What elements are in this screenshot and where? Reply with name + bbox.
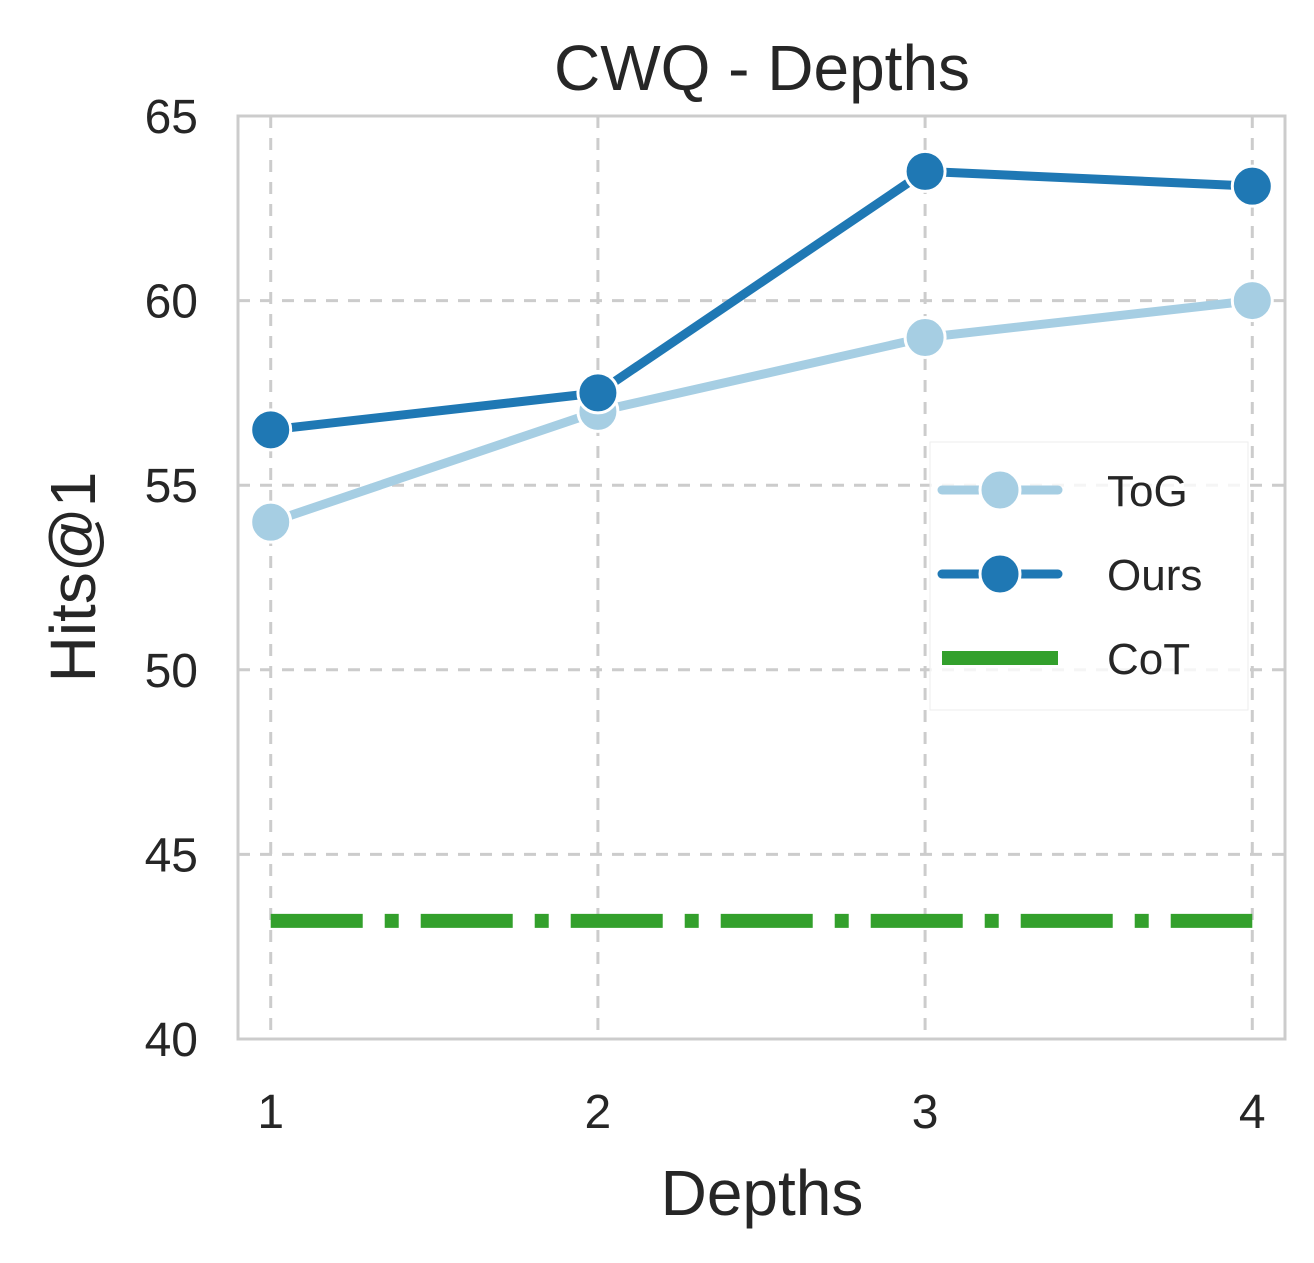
x-tick-label: 3 [912, 1086, 939, 1139]
y-tick-label: 50 [145, 645, 198, 698]
series-line-tog [266, 296, 1257, 527]
series-line-ours [266, 166, 1257, 435]
plot-frame [236, 114, 1287, 1041]
y-tick-label: 55 [145, 460, 198, 513]
data-point-tog [249, 500, 293, 544]
x-axis-label: Depths [661, 1157, 864, 1229]
data-point-tog [903, 316, 947, 360]
legend-marker-tog [978, 468, 1022, 512]
data-point-tog [1230, 279, 1274, 323]
legend-label-tog: ToG [1107, 467, 1188, 516]
data-point-ours [576, 371, 620, 415]
data-point-ours [249, 408, 293, 452]
y-tick-label: 60 [145, 276, 198, 329]
y-tick-label: 65 [145, 91, 198, 144]
data-point-ours [903, 149, 947, 193]
y-tick-label: 45 [145, 829, 198, 882]
legend-marker-ours [978, 552, 1022, 596]
x-tick-label: 2 [585, 1086, 612, 1139]
chart-title: CWQ - Depths [554, 32, 970, 104]
y-tick-label: 40 [145, 1014, 198, 1067]
data-point-ours [1230, 164, 1274, 208]
legend-label-ours: Ours [1107, 551, 1202, 600]
series-group [249, 149, 1274, 928]
tick-labels: 1 2 3 4 40 45 50 55 60 65 [145, 91, 1266, 1139]
x-tick-label: 4 [1239, 1086, 1266, 1139]
legend-label-cot: CoT [1107, 635, 1190, 684]
y-axis-label: Hits@1 [37, 472, 109, 683]
legend: ToG Ours CoT [929, 441, 1249, 711]
x-tick-label: 1 [257, 1086, 284, 1139]
